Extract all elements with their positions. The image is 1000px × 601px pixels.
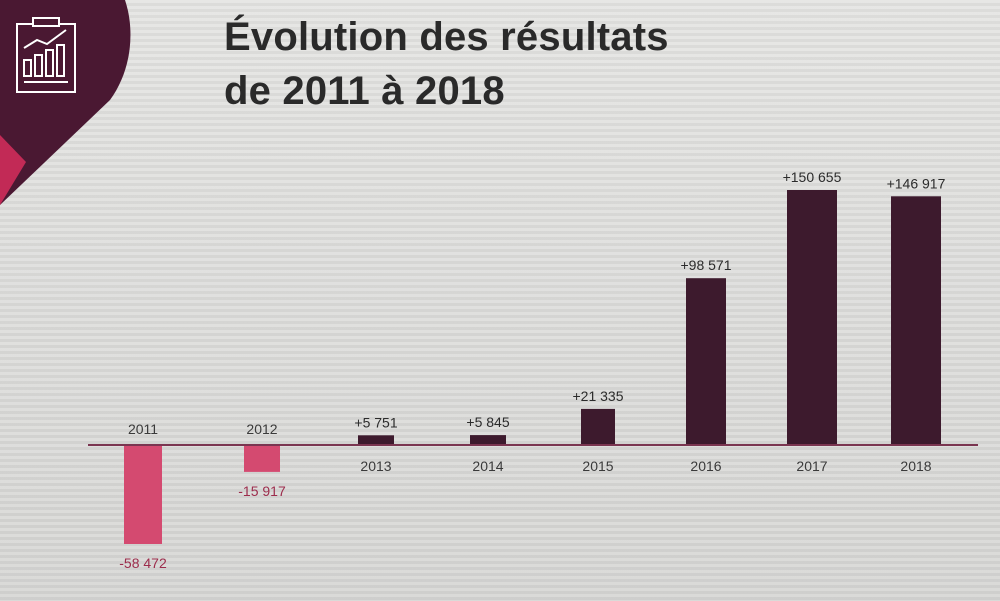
report-chart-icon [16,17,76,93]
corner-badge [0,0,131,205]
bar-2012 [244,445,280,472]
value-label-2012: -15 917 [238,483,286,499]
bar-2011 [124,445,162,544]
value-label-2015: +21 335 [573,388,624,404]
bar-2016 [686,278,726,445]
year-label-2012: 2012 [246,421,277,437]
year-label-2013: 2013 [360,458,391,474]
title-line-2: de 2011 à 2018 [224,69,505,113]
value-label-2014: +5 845 [466,414,509,430]
year-label-2011: 2011 [128,421,158,437]
year-label-2017: 2017 [796,458,827,474]
value-label-2016: +98 571 [681,257,732,273]
value-label-2011: -58 472 [119,555,167,571]
bar-2015 [581,408,615,445]
bar-2014 [470,435,506,445]
year-label-2014: 2014 [472,458,503,474]
year-label-2018: 2018 [900,458,931,474]
title-line-1: Évolution des résultats [224,15,669,59]
value-label-2013: +5 751 [354,414,397,430]
slide-title: Évolution des résultats de 2011 à 2018 [224,10,669,118]
value-label-2017: +150 655 [783,169,842,185]
value-label-2018: +146 917 [887,175,946,191]
year-label-2015: 2015 [582,458,613,474]
year-label-2016: 2016 [690,458,721,474]
bar-2018 [891,196,941,445]
bar-2017 [787,190,837,445]
bar-2013 [358,435,394,445]
